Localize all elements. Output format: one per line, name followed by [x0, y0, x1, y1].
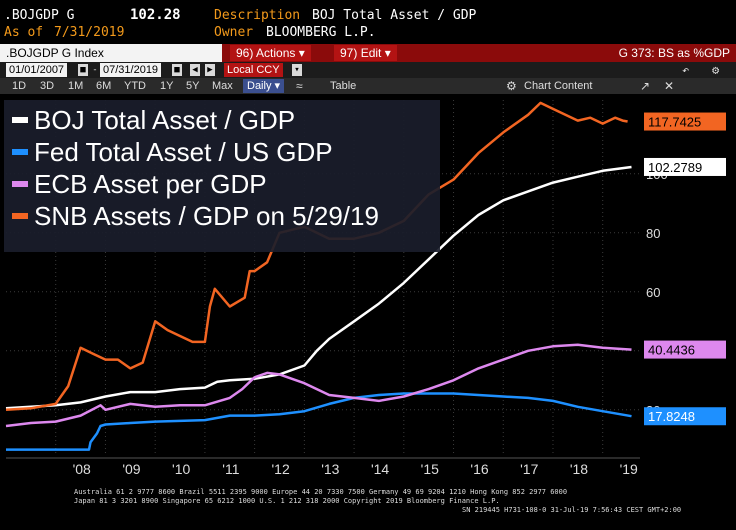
series-line-2 [5, 343, 632, 428]
legend-label-1: Fed Total Asset / US GDP [34, 137, 333, 167]
frequency-select[interactable]: Daily ▾ [243, 79, 285, 93]
footer: Australia 61 2 9777 8600 Brazil 5511 239… [0, 488, 736, 530]
x-tick-label: '19 [620, 461, 638, 477]
legend-swatch-1 [12, 149, 28, 155]
range-max[interactable]: Max [212, 80, 233, 92]
chevron-down-icon[interactable]: ▾ [292, 64, 302, 76]
range-3d[interactable]: 3D [40, 80, 55, 92]
footer-line-3: SN 219445 H731-108-0 31-Jul-19 7:56:43 C… [462, 506, 682, 514]
next-period-icon[interactable]: ▶ [205, 64, 215, 76]
range-ytd[interactable]: YTD [124, 80, 146, 92]
ticker-value: 102.28 [130, 7, 181, 23]
legend-swatch-2 [12, 181, 28, 187]
asof-value: 7/31/2019 [54, 25, 125, 40]
frequency-label: Daily [247, 80, 272, 92]
series-line-3 [5, 101, 628, 412]
settings-icon[interactable]: ⚙ [712, 63, 720, 77]
legend-swatch-3 [12, 213, 28, 219]
line-chart: 20406080100'08'09'10'11'12'13'14'15'16'1… [4, 100, 726, 477]
actions-number: 96) [236, 46, 254, 60]
x-tick-label: '12 [272, 461, 290, 477]
edit-number: 97) [340, 46, 358, 60]
command-bar: .BOJGDP G Index 96) Actions ▾ 97) Edit ▾… [0, 44, 736, 62]
range-5y[interactable]: 5Y [186, 80, 200, 92]
footer-line-2: Japan 81 3 3201 8900 Singapore 65 6212 1… [74, 497, 500, 505]
series-line-1 [6, 392, 632, 451]
description-label: Description [214, 8, 301, 23]
footer-line-1: Australia 61 2 9777 8600 Brazil 5511 239… [74, 488, 568, 496]
chart-area: 20406080100'08'09'10'11'12'13'14'15'16'1… [0, 94, 736, 490]
series-line-0 [5, 165, 632, 410]
expand-icon[interactable]: ↗ [640, 79, 651, 93]
ticker: .BOJGDP G [4, 8, 75, 23]
start-date-input[interactable]: 01/01/2007 [6, 63, 68, 77]
dropdown-icon: ▾ [298, 46, 305, 60]
x-tick-label: '13 [321, 461, 339, 477]
last-value-label-3: 117.7425 [648, 115, 701, 130]
last-value-label-1: 17.8248 [648, 409, 695, 424]
y-tick-label: 80 [646, 226, 660, 241]
asof-label: As of [4, 25, 44, 40]
legend-label-0: BOJ Total Asset / GDP [34, 105, 295, 135]
last-value-label-2: 40.4436 [648, 343, 695, 358]
calendar-icon[interactable]: ■ [78, 64, 88, 76]
range-1y[interactable]: 1Y [160, 80, 174, 92]
legend-label-2: ECB Asset per GDP [34, 169, 267, 199]
x-tick-label: '17 [520, 461, 538, 477]
last-value-tag-2 [644, 340, 726, 359]
dash-separator: - [92, 65, 98, 75]
legend-label-3: SNB Assets / GDP on 5/29/19 [34, 201, 379, 231]
x-tick-label: '10 [172, 461, 190, 477]
owner-value: BLOOMBERG L.P. [266, 25, 376, 40]
last-value-tag-3 [644, 112, 726, 131]
x-tick-label: '16 [470, 461, 488, 477]
range-6m[interactable]: 6M [96, 80, 112, 92]
dropdown-icon: ▾ [384, 46, 391, 60]
range-bar: 1D 3D 1M 6M YTD 1Y 5Y Max Daily ▾ ≈ Tabl… [0, 78, 736, 94]
x-tick-label: '09 [122, 461, 140, 477]
range-1d[interactable]: 1D [12, 80, 27, 92]
prev-period-icon[interactable]: ◀ [190, 64, 200, 76]
security-input[interactable]: .BOJGDP G Index [0, 44, 222, 62]
close-icon[interactable]: ✕ [664, 79, 675, 93]
chart-content-button[interactable]: Chart Content [524, 80, 593, 92]
range-1m[interactable]: 1M [68, 80, 84, 92]
end-date-input[interactable]: 07/31/2019 [100, 63, 162, 77]
last-value-tag-1 [644, 407, 726, 426]
actions-menu[interactable]: 96) Actions ▾ [230, 45, 311, 61]
x-tick-label: '14 [371, 461, 389, 477]
x-tick-label: '08 [73, 461, 91, 477]
edit-menu[interactable]: 97) Edit ▾ [334, 45, 397, 61]
last-value-tag-0 [644, 157, 726, 176]
owner-label: Owner [214, 25, 254, 40]
x-tick-label: '11 [222, 461, 239, 477]
y-tick-label: 60 [646, 285, 660, 300]
calendar-icon[interactable]: ■ [172, 64, 182, 76]
undo-icon[interactable]: ↶ [682, 63, 690, 77]
header: .BOJGDP G 102.28 Description BOJ Total A… [0, 0, 736, 44]
description-value: BOJ Total Asset / GDP [312, 8, 477, 23]
chevron-down-icon: ▾ [274, 80, 281, 92]
gear-icon[interactable]: ⚙ [506, 79, 517, 93]
edit-label: Edit [360, 46, 382, 60]
legend-swatch-0 [12, 117, 28, 123]
legend-box [4, 100, 440, 252]
line-chart-icon[interactable]: ≈ [296, 79, 303, 93]
last-value-label-0: 102.2789 [648, 160, 702, 175]
x-tick-label: '18 [570, 461, 588, 477]
table-button[interactable]: Table [330, 80, 357, 92]
chart-template-name: G 373: BS as %GDP [618, 46, 730, 60]
actions-label: Actions [256, 46, 296, 60]
date-bar: 01/01/2007 ■ - 07/31/2019 ■ ◀ ▶ Local CC… [0, 62, 736, 78]
x-tick-label: '15 [421, 461, 439, 477]
currency-select[interactable]: Local CCY [224, 63, 283, 77]
